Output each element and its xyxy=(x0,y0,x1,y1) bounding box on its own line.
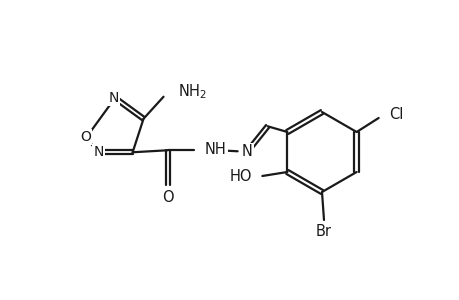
Text: N: N xyxy=(241,144,252,159)
Text: O: O xyxy=(162,190,173,205)
Text: Br: Br xyxy=(315,224,331,239)
Text: NH: NH xyxy=(204,142,226,157)
Text: Cl: Cl xyxy=(388,106,402,122)
Text: NH$_2$: NH$_2$ xyxy=(177,82,206,101)
Text: O: O xyxy=(80,130,91,144)
Text: N: N xyxy=(109,91,119,105)
Text: HO: HO xyxy=(230,169,252,184)
Text: N: N xyxy=(93,145,103,159)
